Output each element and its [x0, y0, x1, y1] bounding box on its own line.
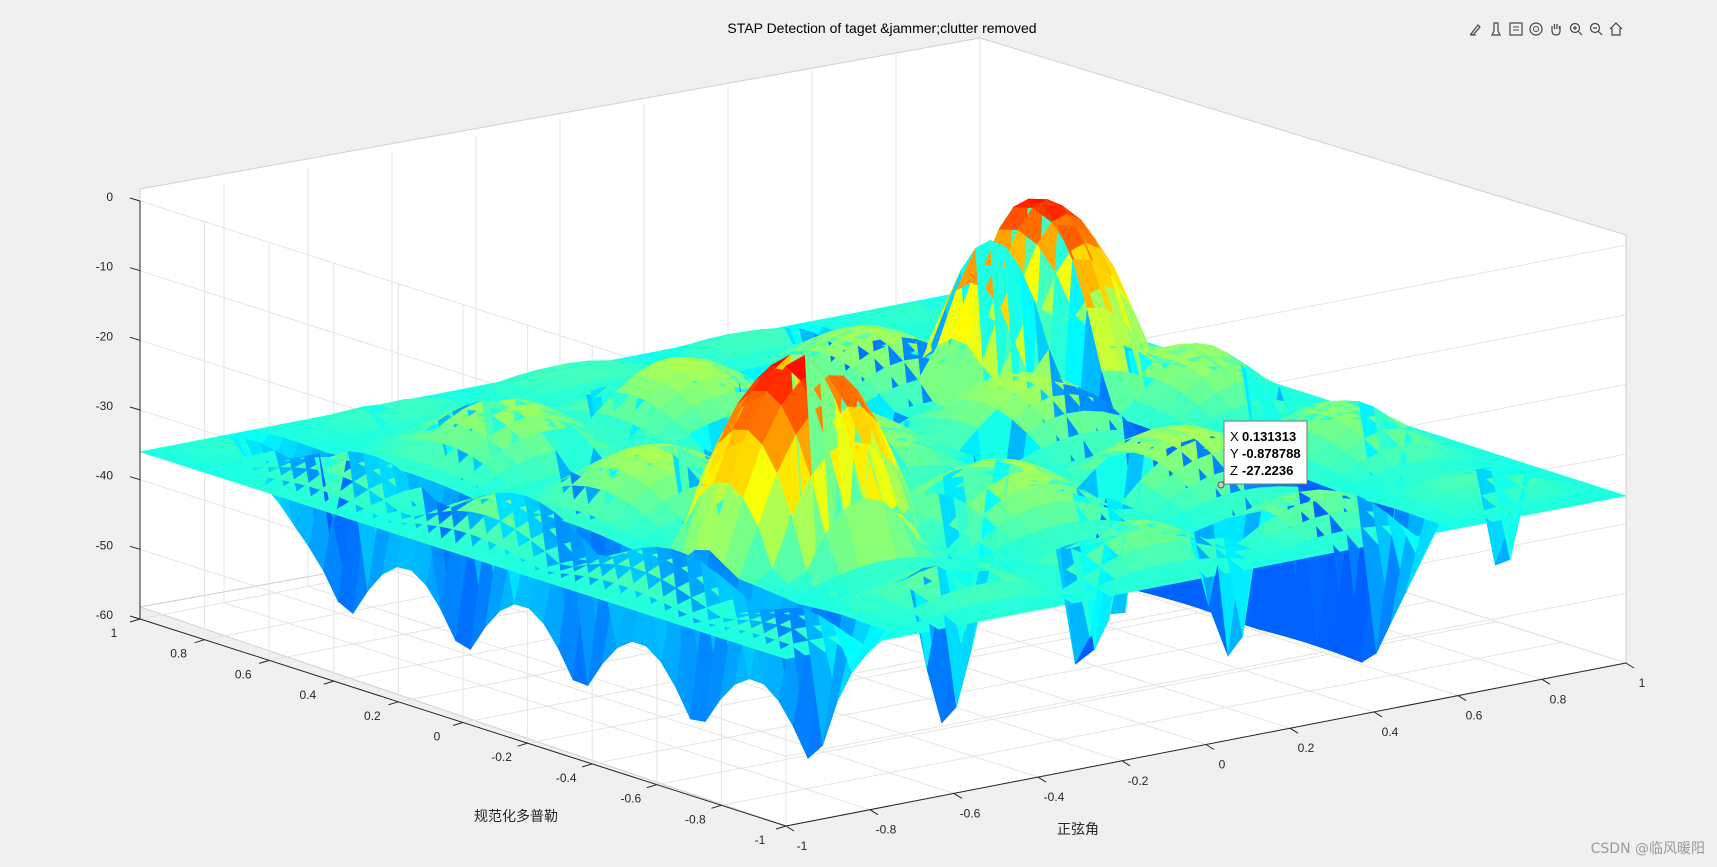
z-tick-label: -10 [96, 260, 114, 274]
pan-button[interactable] [1546, 19, 1565, 39]
pan-icon [1550, 24, 1561, 36]
z-tick-mark [129, 197, 141, 202]
datatip-z-key: Z [1230, 463, 1238, 478]
chart-title: STAP Detection of taget &jammer;clutter … [727, 20, 1036, 36]
x-tick-mark [1205, 744, 1215, 750]
x-tick-mark [1289, 727, 1299, 734]
z-tick-mark [129, 336, 141, 341]
x-tick-label: -0.4 [1044, 790, 1065, 804]
x-tick-label: 0.6 [1466, 709, 1483, 723]
x-tick-label: 0 [1219, 758, 1226, 772]
datatip[interactable]: X 0.131313 Y -0.878788 Z -27.2236 [1217, 420, 1308, 489]
z-tick-label: 0 [106, 190, 113, 204]
datatip-marker[interactable] [1217, 481, 1225, 489]
y-tick-label: 0.4 [299, 688, 316, 702]
x-tick-mark [1625, 662, 1635, 669]
z-tick-mark [129, 406, 141, 411]
y-tick-mark [517, 742, 528, 747]
y-tick-mark [388, 701, 399, 706]
z-tick-label: -50 [96, 538, 114, 552]
z-tick-mark [129, 476, 141, 481]
x-tick-mark [953, 792, 963, 799]
x-tick-mark [1121, 760, 1131, 767]
z-tick-label: -20 [96, 329, 114, 343]
z-tick-mark [129, 615, 141, 620]
y-tick-mark [646, 784, 657, 789]
y-tick-mark [129, 618, 141, 623]
x-tick-label: 1 [1639, 676, 1646, 690]
zoom-in-button[interactable] [1566, 19, 1585, 39]
zoom-in-icon [1569, 22, 1582, 36]
x-tick-mark [1541, 678, 1551, 685]
z-tick-label: -60 [96, 608, 114, 622]
y-tick-mark [582, 763, 593, 768]
x-tick-label: 0.2 [1298, 741, 1315, 755]
brush-button[interactable] [1466, 19, 1485, 39]
x-tick-label: -0.6 [960, 806, 981, 820]
surface-patch [1591, 490, 1627, 500]
y-tick-label: -0.4 [556, 771, 577, 785]
x-tick-label: -1 [797, 839, 808, 853]
brush-icon [1469, 24, 1481, 36]
y-tick-mark [323, 680, 334, 685]
y-tick-mark [194, 639, 205, 644]
y-tick-mark [775, 825, 787, 830]
y-tick-label: 0 [434, 730, 441, 744]
export-button[interactable] [1506, 19, 1525, 39]
rotate-3d-icon [1528, 22, 1543, 36]
y-tick-mark [452, 722, 464, 726]
axes: -1 -0.8 -0.6 -0.4 -0.2 0 0.2 0.4 0.6 0.8 1 -1 -0.8 -0… [96, 190, 1646, 853]
x-tick-mark [1373, 711, 1383, 718]
y-tick-label: 0.8 [170, 647, 187, 661]
y-tick-label: 0.2 [364, 709, 381, 723]
data-tips-icon [1490, 22, 1501, 36]
y-tick-label: -0.2 [491, 750, 512, 764]
datatip-y-value: -0.878788 [1242, 446, 1301, 461]
axes-toolbar [1466, 19, 1625, 41]
x-tick-mark [1037, 776, 1047, 783]
y-tick-label: -0.8 [685, 812, 706, 826]
zoom-out-icon [1589, 22, 1602, 36]
y-tick-label: 0.6 [235, 667, 252, 681]
datatip-box [1223, 420, 1308, 485]
rotate-3d-button[interactable] [1526, 19, 1545, 39]
z-tick-mark [129, 267, 141, 272]
y-tick-mark [259, 659, 270, 664]
x-tick-mark [869, 809, 879, 816]
datatip-z-value: -27.2236 [1242, 463, 1293, 478]
x-tick-mark [785, 825, 795, 832]
y-tick-label: -1 [755, 833, 766, 847]
x-axis-label: 正弦角 [1057, 822, 1099, 838]
datatip-x-value: 0.131313 [1242, 429, 1296, 444]
z-tick-mark [129, 545, 141, 550]
x-tick-label: -0.8 [876, 823, 897, 837]
home-icon [1609, 22, 1622, 36]
datatip-y-key: Y [1230, 446, 1239, 461]
y-axis-label: 规范化多普勒 [474, 808, 558, 825]
y-tick-label: -0.6 [620, 792, 641, 806]
datatip-x-key: X [1230, 429, 1239, 444]
zoom-out-button[interactable] [1586, 19, 1605, 39]
x-tick-label: -0.2 [1128, 774, 1149, 788]
y-tick-mark [711, 804, 722, 809]
z-tick-label: -30 [96, 399, 114, 413]
z-tick-label: -40 [96, 469, 114, 483]
data-tips-button[interactable] [1486, 19, 1505, 39]
x-tick-label: 0.8 [1550, 692, 1567, 706]
x-tick-label: 0.4 [1382, 725, 1399, 739]
y-tick-label: 1 [111, 626, 118, 640]
watermark: CSDN @临风暖阳 [1590, 841, 1705, 857]
x-tick-mark [1457, 695, 1467, 702]
home-button[interactable] [1606, 19, 1625, 39]
export-icon [1508, 22, 1523, 36]
